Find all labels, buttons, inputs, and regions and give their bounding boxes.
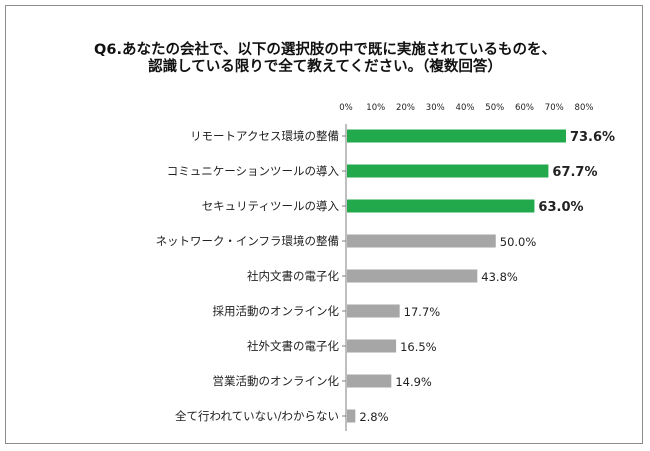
x-tick-label: 20% (396, 103, 415, 113)
value-label: 17.7% (404, 305, 441, 319)
bar (347, 234, 496, 248)
category-label: ネットワーク・インフラ環境の整備 (156, 234, 339, 248)
value-label: 16.5% (400, 340, 437, 354)
category-label: 営業活動のオンライン化 (213, 374, 340, 388)
x-tick-label: 30% (426, 103, 445, 113)
bar (347, 199, 535, 213)
chart-frame (5, 5, 643, 444)
bar (347, 339, 397, 353)
x-tick-label: 10% (366, 103, 385, 113)
value-label: 2.8% (359, 410, 388, 424)
category-label: 社外文書の電子化 (247, 339, 339, 353)
chart-title-line-1: Q6.あなたの会社で、以下の選択肢の中で既に実施されているものを、 (94, 42, 556, 58)
value-label: 50.0% (500, 235, 537, 249)
category-label: セキュリティツールの導入 (202, 199, 340, 213)
bar (347, 129, 566, 143)
bar (347, 409, 356, 423)
category-label: リモートアクセス環境の整備 (190, 129, 339, 143)
value-label: 73.6% (570, 130, 615, 145)
value-label: 14.9% (395, 375, 432, 389)
chart-title-line-2: 認識している限りで全て教えてください。（複数回答） (148, 59, 502, 75)
x-tick-label: 60% (515, 103, 534, 113)
bar (347, 304, 400, 318)
value-label: 67.7% (552, 165, 597, 180)
x-tick-label: 50% (485, 103, 504, 113)
value-label: 43.8% (481, 270, 518, 284)
value-label: 63.0% (538, 200, 583, 215)
category-label: コミュニケーションツールの導入 (167, 164, 340, 178)
bar (347, 269, 478, 283)
bar (347, 374, 392, 388)
x-tick-label: 80% (575, 103, 594, 113)
x-tick-label: 0% (339, 103, 353, 113)
category-label: 採用活動のオンライン化 (213, 304, 340, 318)
category-label: 社内文書の電子化 (247, 269, 339, 283)
bar (347, 164, 549, 178)
x-tick-label: 70% (545, 103, 564, 113)
x-tick-label: 40% (456, 103, 475, 113)
category-label: 全て行われていない/わからない (175, 409, 339, 423)
